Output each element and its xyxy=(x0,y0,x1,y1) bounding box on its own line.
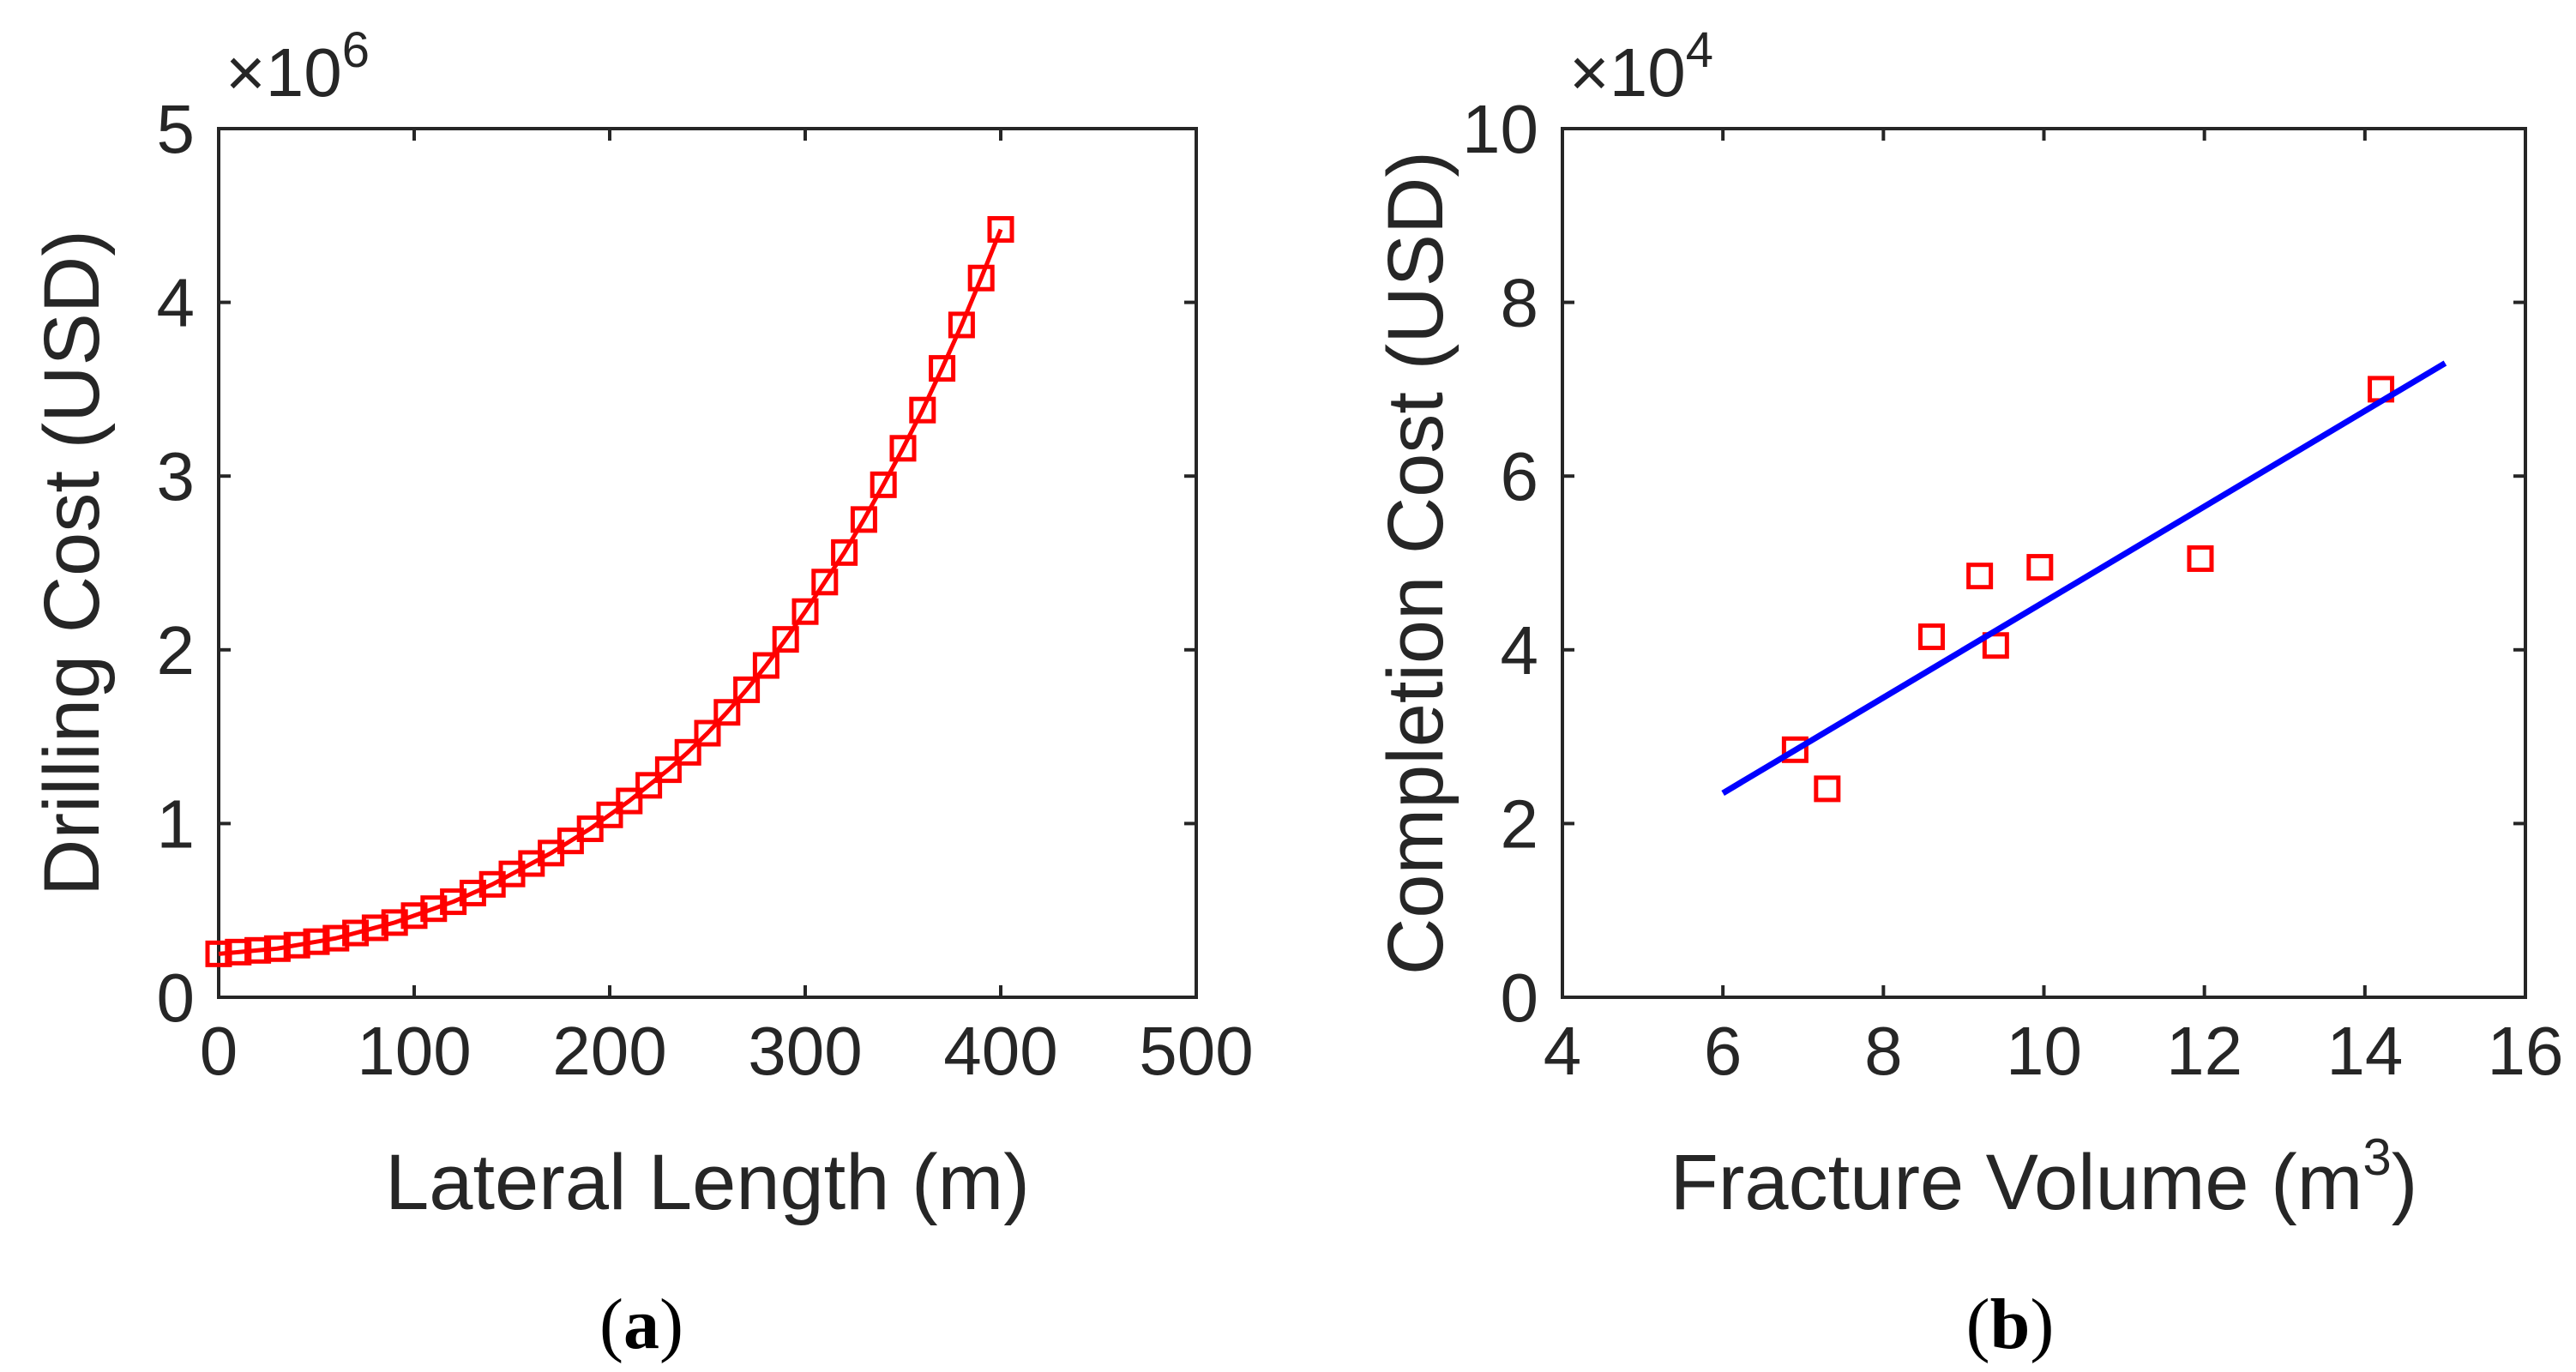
data-point xyxy=(1966,563,1994,590)
data-point xyxy=(440,888,467,916)
y-tick-label: 0 xyxy=(1501,960,1539,1036)
series-1 xyxy=(1721,360,2447,796)
data-point xyxy=(831,539,858,566)
y-tick-label: 10 xyxy=(1462,91,1538,167)
x-tick-label: 12 xyxy=(2166,1013,2242,1089)
data-point xyxy=(1917,623,1945,651)
data-point xyxy=(929,355,956,382)
y-tick-label: 2 xyxy=(157,612,196,689)
series-0 xyxy=(205,216,1014,967)
data-point xyxy=(244,936,272,964)
data-point xyxy=(713,699,741,726)
data-point xyxy=(361,914,388,942)
x-axis-label: Fracture Volume (m3) xyxy=(1670,1128,2418,1226)
data-point xyxy=(733,676,761,703)
data-point xyxy=(654,756,682,784)
y-tick-label: 0 xyxy=(157,960,196,1036)
x-tick-label: 0 xyxy=(200,1013,238,1089)
data-point xyxy=(459,879,486,906)
data-point xyxy=(791,598,819,625)
data-point xyxy=(909,396,936,424)
y-axis-label: Completion Cost (USD) xyxy=(1372,151,1460,975)
data-point xyxy=(870,471,897,498)
data-point xyxy=(381,909,408,936)
data-point xyxy=(772,626,799,653)
data-point xyxy=(1814,775,1841,803)
data-point xyxy=(967,264,995,292)
x-tick-label: 200 xyxy=(552,1013,666,1089)
panel-caption: (b) xyxy=(1966,1285,2055,1364)
y-tick-label: 5 xyxy=(157,91,196,167)
data-point xyxy=(263,935,291,962)
axes-frame xyxy=(1561,127,2527,999)
data-point xyxy=(322,924,350,952)
y-tick-label: 2 xyxy=(1501,785,1539,862)
y-tick-label: 8 xyxy=(1501,265,1539,341)
panel-caption: (a) xyxy=(599,1285,683,1364)
y-tick-label: 6 xyxy=(1501,438,1539,514)
y-exponent-label: ×104 xyxy=(1569,22,1713,111)
data-point xyxy=(694,719,721,747)
x-tick-label: 10 xyxy=(2006,1013,2082,1089)
data-point xyxy=(616,787,643,815)
x-tick-label: 100 xyxy=(357,1013,471,1089)
y-exponent-label: ×106 xyxy=(226,22,370,111)
series-line xyxy=(218,228,1003,956)
series-0 xyxy=(1781,376,2395,803)
data-point xyxy=(850,506,877,533)
data-point xyxy=(1781,736,1809,763)
data-point xyxy=(948,311,975,339)
data-point xyxy=(400,902,428,930)
x-tick-label: 6 xyxy=(1704,1013,1742,1089)
data-point xyxy=(987,216,1014,244)
x-tick-label: 8 xyxy=(1864,1013,1903,1089)
data-point xyxy=(420,895,448,923)
data-point xyxy=(205,940,232,967)
data-point xyxy=(889,435,917,462)
x-tick-label: 14 xyxy=(2326,1013,2403,1089)
data-point xyxy=(752,652,779,679)
data-point xyxy=(596,801,623,828)
panel-b: 4 6 8 10 12 14 16 0 2 4 6 8 10 ×104 Fracture Volume (m… xyxy=(1372,22,2563,1364)
data-point xyxy=(303,928,330,955)
data-point xyxy=(811,569,839,596)
fit-line xyxy=(1721,360,2447,796)
x-tick-label: 4 xyxy=(1544,1013,1582,1089)
data-point xyxy=(2026,554,2054,581)
y-tick-label: 1 xyxy=(157,785,196,862)
y-tick-label: 4 xyxy=(157,265,196,341)
x-tick-label: 400 xyxy=(943,1013,1057,1089)
x-tick-label: 500 xyxy=(1139,1013,1253,1089)
x-axis-label: Lateral Length (m) xyxy=(385,1139,1030,1226)
panel-a: 0 100 200 300 400 500 0 1 2 3 4 5 ×106 Lateral Length… xyxy=(28,22,1254,1364)
data-point xyxy=(2187,545,2214,572)
y-axis-label: Drilling Cost (USD) xyxy=(28,230,116,896)
data-point xyxy=(225,938,252,966)
axes-frame xyxy=(217,127,1198,999)
data-point xyxy=(635,772,663,799)
data-point xyxy=(576,815,604,842)
data-point xyxy=(1982,632,2009,659)
y-tick-label: 3 xyxy=(157,438,196,514)
x-tick-label: 300 xyxy=(748,1013,862,1089)
data-point xyxy=(674,738,701,766)
x-tick-label: 16 xyxy=(2488,1013,2564,1089)
data-point xyxy=(342,919,370,947)
y-tick-label: 4 xyxy=(1501,612,1539,689)
data-point xyxy=(283,931,310,959)
